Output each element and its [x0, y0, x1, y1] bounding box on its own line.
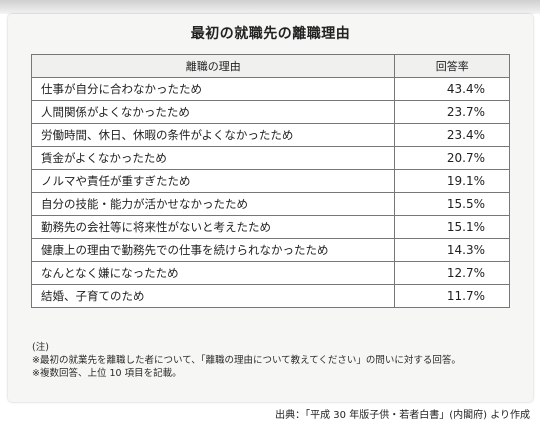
rate-cell: 11.7%	[394, 284, 510, 308]
notes-block: (注) ※最初の就業先を離職した者について、「離職の理由について教えてください」…	[32, 341, 461, 380]
column-header-reason: 離職の理由	[30, 54, 396, 78]
reason-cell: 賃金がよくなかったため	[30, 146, 396, 170]
reason-cell: 自分の技能・能力が活かせなかったため	[30, 192, 396, 216]
rate-cell: 15.1%	[394, 215, 510, 239]
rate-cell: 23.4%	[394, 123, 510, 147]
reason-cell: 結婚、子育てのため	[30, 284, 396, 308]
rate-cell: 14.3%	[394, 238, 510, 262]
rate-cell: 43.4%	[394, 77, 510, 101]
table-header-row: 離職の理由 回答率	[30, 54, 510, 78]
reason-cell: ノルマや責任が重すぎたため	[30, 169, 396, 193]
notes-heading: (注)	[32, 342, 49, 353]
table-row: なんとなく嫌になったため 12.7%	[30, 261, 510, 285]
document-card: 最初の就職先の離職理由 離職の理由 回答率 仕事が自分に合わなかったため 43.…	[8, 14, 533, 402]
reason-cell: 仕事が自分に合わなかったため	[30, 77, 396, 101]
column-header-rate: 回答率	[394, 54, 510, 78]
rate-cell: 12.7%	[394, 261, 510, 285]
table-row: 労働時間、休日、休暇の条件がよくなかったため 23.4%	[30, 123, 510, 147]
reason-cell: 健康上の理由で勤務先での仕事を続けられなかったため	[30, 238, 396, 262]
reasons-table: 離職の理由 回答率 仕事が自分に合わなかったため 43.4% 人間関係がよくなか…	[30, 54, 510, 308]
table-row: ノルマや責任が重すぎたため 19.1%	[30, 169, 510, 193]
table-row: 仕事が自分に合わなかったため 43.4%	[30, 77, 510, 101]
rate-cell: 19.1%	[394, 169, 510, 193]
reason-cell: 労働時間、休日、休暇の条件がよくなかったため	[30, 123, 396, 147]
reason-cell: 人間関係がよくなかったため	[30, 100, 396, 124]
note-line: ※複数回答、上位 10 項目を記載。	[32, 368, 182, 379]
table-row: 賃金がよくなかったため 20.7%	[30, 146, 510, 170]
source-citation: 出典：「平成 30 年版子供・若者白書」(内閣府) より作成	[275, 410, 530, 421]
table-row: 健康上の理由で勤務先での仕事を続けられなかったため 14.3%	[30, 238, 510, 262]
table-row: 勤務先の会社等に将来性がないと考えたため 15.1%	[30, 215, 510, 239]
rate-cell: 15.5%	[394, 192, 510, 216]
rate-cell: 23.7%	[394, 100, 510, 124]
reason-cell: 勤務先の会社等に将来性がないと考えたため	[30, 215, 396, 239]
document-title: 最初の就職先の離職理由	[190, 26, 351, 42]
note-line: ※最初の就業先を離職した者について、「離職の理由について教えてください」の問いに…	[32, 355, 461, 366]
table-row: 自分の技能・能力が活かせなかったため 15.5%	[30, 192, 510, 216]
reason-cell: なんとなく嫌になったため	[30, 261, 396, 285]
previous-page-strip	[0, 0, 540, 14]
table-row: 結婚、子育てのため 11.7%	[30, 284, 510, 308]
table-row: 人間関係がよくなかったため 23.7%	[30, 100, 510, 124]
rate-cell: 20.7%	[394, 146, 510, 170]
